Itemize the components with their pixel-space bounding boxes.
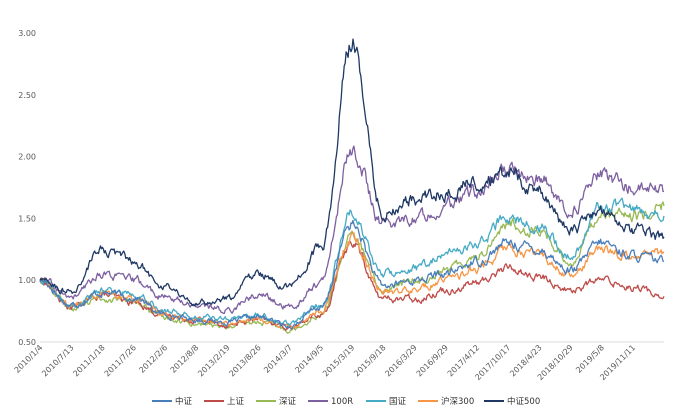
x-tick-label: 2015/9/18 [352, 343, 387, 378]
legend-label: 中证 [175, 396, 193, 407]
y-tick-label: 2.00 [18, 153, 36, 162]
legend-label: 中证500 [507, 396, 540, 407]
x-tick-label: 2019/5/8 [574, 343, 606, 375]
legend-label: 国证 [389, 397, 407, 407]
x-tick-label: 2012/2/6 [137, 343, 169, 375]
x-tick-label: 2010/7/13 [40, 343, 75, 378]
legend: 中证 上证 深证 100R 国证 沪深300 中证500 [152, 396, 540, 407]
series-line-5 [39, 197, 665, 326]
series-line-2 [39, 240, 665, 331]
x-tick-label: 2015/3/19 [321, 343, 356, 378]
legend-label: 深证 [279, 397, 297, 407]
y-tick-label: 3.00 [18, 29, 36, 38]
legend-label: 100R [331, 397, 353, 407]
y-axis-ticks: 0.50 1.00 1.50 2.00 2.50 3.00 [18, 29, 36, 347]
x-tick-label: 2016/9/29 [415, 343, 450, 378]
y-tick-label: 2.50 [18, 91, 36, 100]
x-tick-label: 2011/1/18 [71, 343, 106, 378]
x-tick-label: 2013/8/26 [227, 343, 262, 378]
x-tick-label: 2013/2/19 [196, 343, 231, 378]
x-tick-label: 2016/3/29 [383, 343, 418, 378]
series-line-1 [39, 219, 665, 330]
x-tick-label: 2014/3/7 [262, 343, 294, 375]
series-line-3 [39, 201, 665, 334]
x-tick-label: 2010/1/4 [13, 343, 45, 375]
y-tick-label: 0.50 [18, 338, 36, 347]
y-tick-label: 1.00 [18, 276, 36, 285]
series-line-7 [39, 38, 665, 307]
series-lines [39, 38, 665, 334]
y-tick-label: 1.50 [18, 214, 36, 223]
legend-label: 沪深300 [441, 396, 474, 407]
series-line-4 [39, 145, 665, 315]
x-tick-label: 2012/8/8 [169, 343, 201, 375]
x-tick-label: 2014/9/5 [293, 343, 325, 375]
legend-label: 上证 [227, 397, 245, 407]
series-line-6 [39, 232, 665, 330]
x-tick-label: 2011/7/26 [103, 343, 138, 378]
